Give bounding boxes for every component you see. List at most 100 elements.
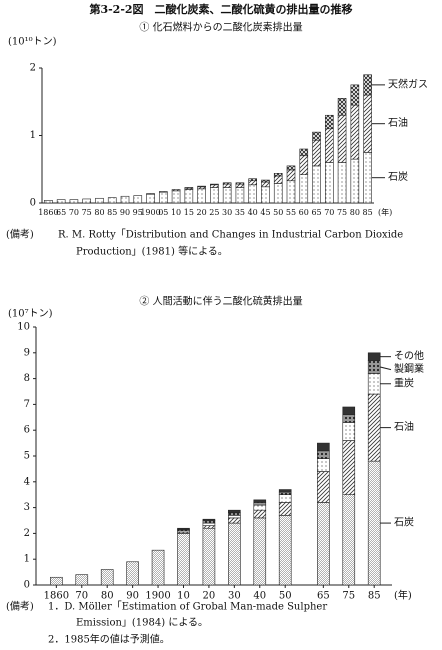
bar-segment — [222, 187, 232, 204]
bar-segment — [367, 360, 381, 374]
bar-segment — [317, 502, 330, 586]
y-unit: (10¹⁰トン) — [8, 37, 57, 48]
bar-segment — [197, 185, 206, 188]
x-tick-label: 80 — [101, 591, 114, 602]
bar-segment — [222, 182, 232, 185]
bar-segment — [261, 179, 270, 183]
bar-segment — [197, 188, 206, 204]
x-suffix: (年) — [394, 589, 412, 602]
chart-subtitle: ② 人間活動に伴う二酸化硫黄排出量 — [139, 295, 302, 308]
bar-segment — [278, 494, 292, 503]
x-tick-label: 65 — [317, 591, 330, 602]
bar-segment — [317, 471, 330, 503]
bar-segment — [342, 440, 356, 495]
figure-title: 第3-2-2図 二酸化炭素、二酸化硫黄の排出量の推移 — [89, 2, 352, 16]
bar-segment — [202, 527, 216, 586]
x-tick-label: 20 — [197, 208, 207, 217]
y-tick-label: 1 — [24, 554, 30, 565]
bar-segment — [228, 515, 241, 519]
bar-segment — [312, 131, 321, 141]
bar-segment — [317, 442, 330, 452]
bar-segment — [248, 180, 257, 186]
x-tick-label: 40 — [253, 591, 266, 602]
bar-segment — [273, 173, 283, 177]
x-tick-label: 45 — [260, 208, 270, 217]
legend-leader — [380, 366, 392, 371]
bar-segment — [248, 184, 257, 204]
x-tick-label: 1900 — [145, 591, 170, 602]
bar-segment — [248, 178, 257, 182]
bar-segment — [317, 450, 330, 459]
bar-segment — [222, 183, 232, 188]
y-tick-label: 6 — [24, 425, 30, 436]
bar-segment — [202, 518, 216, 521]
bar-segment — [299, 155, 309, 175]
bar-segment — [367, 460, 381, 586]
note-line: Production」(1981) 等による。 — [76, 245, 228, 258]
bar-segment — [337, 162, 347, 204]
bar-segment — [312, 139, 321, 167]
x-tick-label: 95 — [133, 208, 143, 217]
x-tick-label: 40 — [248, 208, 258, 217]
bar-segment — [126, 561, 139, 586]
legend-label: 天然ガス — [388, 77, 428, 90]
bar-segment — [312, 165, 321, 204]
bar-segment — [278, 491, 292, 495]
bar-segment — [273, 183, 283, 204]
x-tick-label: 10 — [171, 208, 181, 217]
y-unit: (10⁷トン) — [8, 309, 53, 320]
x-tick-label: 70 — [75, 591, 88, 602]
bar-segment — [171, 190, 181, 204]
y-tick-label: 7 — [24, 399, 30, 410]
bar-segment — [95, 197, 104, 204]
bar-segment — [317, 458, 330, 472]
bar-segment — [228, 522, 241, 586]
x-tick-label: 55 — [286, 208, 296, 217]
x-tick-label: 75 — [82, 208, 92, 217]
bar-segment — [253, 502, 267, 506]
bar-segment — [337, 114, 347, 163]
legend-label: 製鋼業 — [394, 362, 424, 375]
bar-segment — [286, 180, 296, 204]
bar-segment — [235, 183, 245, 188]
bar-segment — [159, 191, 168, 204]
y-tick-label: 8 — [24, 373, 30, 384]
x-tick-label: 60 — [299, 208, 309, 217]
bar-segment — [337, 98, 347, 116]
bar-segment — [69, 199, 79, 204]
bar-segment — [278, 502, 292, 516]
bar-segment — [228, 517, 241, 524]
x-tick-label: 30 — [228, 591, 241, 602]
bar-segment — [367, 352, 381, 361]
bar-segment — [171, 189, 181, 192]
bar-segment — [202, 522, 216, 526]
note-label: (備考) — [6, 601, 34, 613]
bar-segment — [350, 158, 360, 204]
x-tick-label: 85 — [368, 591, 381, 602]
bar-segment — [184, 187, 194, 189]
bar-segment — [177, 527, 190, 530]
note-line: R. M. Rotty「Distribution and Changes in … — [58, 229, 403, 241]
bar-segment — [286, 169, 296, 182]
y-tick-label: 10 — [17, 322, 30, 333]
bar-segment — [146, 193, 155, 204]
x-tick-label: 70 — [324, 208, 334, 217]
bar-segment — [342, 422, 356, 441]
x-tick-label: 50 — [273, 208, 283, 217]
x-tick-label: 65 — [56, 208, 66, 217]
legend-label: 石炭 — [394, 516, 414, 529]
chart-subtitle: ① 化石燃料からの二酸化炭素排出量 — [139, 21, 302, 34]
y-tick-label: 5 — [24, 451, 30, 462]
bar-segment — [177, 533, 190, 586]
y-tick-label: 2 — [30, 63, 36, 74]
x-tick-label: 75 — [342, 591, 355, 602]
legend-label: 重炭 — [394, 376, 414, 389]
x-tick-label: 30 — [222, 208, 232, 217]
bar-segment — [367, 373, 381, 395]
bar-segment — [235, 187, 245, 204]
x-tick-label: 65 — [311, 208, 321, 217]
bar-segment — [44, 200, 53, 204]
x-tick-label: 75 — [337, 208, 347, 217]
bar-segment — [235, 182, 245, 185]
